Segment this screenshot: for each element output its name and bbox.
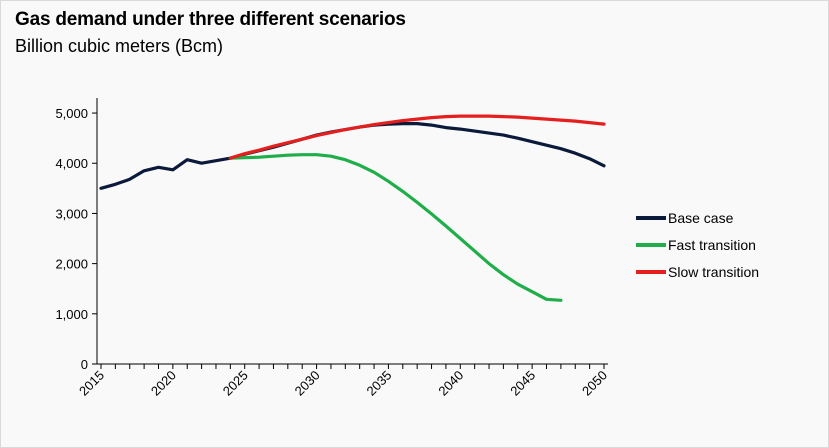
x-tick-label: 2050 bbox=[579, 368, 610, 399]
chart-subtitle: Billion cubic meters (Bcm) bbox=[15, 36, 224, 56]
legend-label: Base case bbox=[668, 210, 734, 226]
series-line-base-case bbox=[99, 122, 606, 190]
x-tick-label: 2015 bbox=[76, 368, 107, 399]
chart-title: Gas demand under three different scenari… bbox=[15, 9, 406, 30]
legend-label: Fast transition bbox=[668, 237, 756, 253]
y-tick-label: 1,000 bbox=[55, 307, 88, 322]
x-tick-label: 2020 bbox=[148, 368, 179, 399]
y-tick-label: 0 bbox=[81, 357, 88, 372]
x-tick-label: 2025 bbox=[220, 368, 251, 399]
x-tick-label: 2035 bbox=[363, 368, 394, 399]
x-tick-label: 2040 bbox=[435, 368, 466, 399]
y-tick-label: 2,000 bbox=[55, 257, 88, 272]
y-tick-label: 4,000 bbox=[55, 156, 88, 171]
x-tick-label: 2030 bbox=[292, 368, 323, 399]
series-line-fast-transition bbox=[228, 153, 563, 302]
y-tick-label: 3,000 bbox=[55, 206, 88, 221]
x-tick-label: 2045 bbox=[507, 368, 538, 399]
y-tick-label: 5,000 bbox=[55, 106, 88, 121]
legend-label: Slow transition bbox=[668, 264, 759, 280]
series-line-slow-transition bbox=[228, 114, 606, 160]
